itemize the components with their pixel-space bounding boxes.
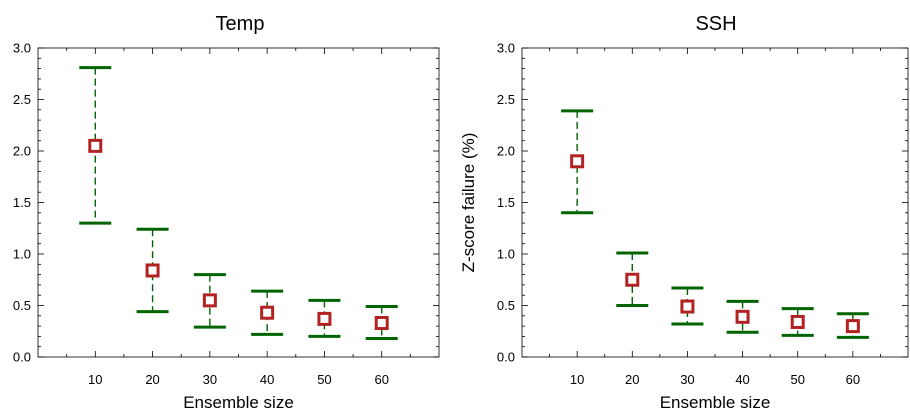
chart-title: SSH	[695, 13, 736, 35]
y-axis-label: Z-score failure (%)	[459, 133, 478, 273]
y-tick-label: 1.0	[497, 247, 515, 262]
x-tick-label: 40	[260, 372, 274, 387]
chart-panel-1: Temp 0.0 0.5 1.0 1.5 2.0 2.5 3.0 10 20 30 40 50 60 Ens…	[13, 13, 440, 412]
y-tick-label: 3.0	[13, 41, 31, 56]
plot-frame	[37, 47, 440, 358]
x-axis-label: Ensemble size	[183, 393, 294, 412]
data-point-marker	[735, 309, 750, 324]
chart-title: Temp	[216, 13, 265, 35]
data-point-marker	[88, 138, 103, 153]
chart-panel-2: SSH 0.0 0.5 1.0 1.5 2.0 2.5 3.0 10 20 30 40 50 60 Ense…	[459, 13, 909, 412]
x-tick-label: 60	[846, 372, 860, 387]
data-point-marker	[145, 263, 160, 278]
x-tick-label: 50	[790, 372, 804, 387]
y-tick-label: 0.5	[497, 298, 515, 313]
data-point-marker	[202, 293, 217, 308]
y-tick-label: 3.0	[497, 41, 515, 56]
x-tick-label: 60	[374, 372, 388, 387]
data-point-marker	[374, 316, 389, 331]
x-tick-label: 10	[570, 372, 584, 387]
data-point-marker	[845, 319, 860, 334]
data-point-marker	[260, 305, 275, 320]
data-point-marker	[317, 311, 332, 326]
y-tick-label: 1.0	[13, 247, 31, 262]
y-tick-label: 1.5	[497, 195, 515, 210]
y-tick-label: 2.0	[13, 144, 31, 159]
x-tick-label: 40	[735, 372, 749, 387]
x-tick-label: 20	[145, 372, 159, 387]
x-axis-label: Ensemble size	[660, 393, 771, 412]
x-tick-label: 10	[88, 372, 102, 387]
data-point-marker	[790, 314, 805, 329]
y-tick-label: 0.0	[497, 350, 515, 365]
data-point-marker	[625, 272, 640, 287]
y-tick-label: 2.5	[497, 92, 515, 107]
x-tick-label: 30	[203, 372, 217, 387]
y-tick-label: 2.0	[497, 144, 515, 159]
x-tick-label: 20	[625, 372, 639, 387]
y-tick-label: 2.5	[13, 92, 31, 107]
y-tick-label: 0.5	[13, 298, 31, 313]
y-tick-label: 1.5	[13, 195, 31, 210]
x-tick-label: 50	[317, 372, 331, 387]
x-tick-label: 30	[680, 372, 694, 387]
y-tick-label: 0.0	[13, 350, 31, 365]
data-point-marker	[680, 299, 695, 314]
data-point-marker	[570, 154, 585, 169]
plot-frame	[521, 47, 909, 358]
